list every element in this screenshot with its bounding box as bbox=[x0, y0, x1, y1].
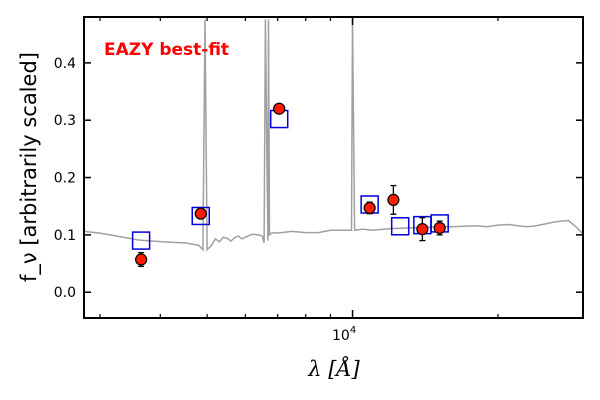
observed-photometry-markers bbox=[135, 102, 446, 268]
x-tick-label-major: 104 bbox=[332, 325, 356, 344]
observed-flux-point bbox=[363, 201, 376, 215]
observed-flux-point bbox=[194, 207, 207, 220]
y-tick-label: 0.0 bbox=[54, 285, 76, 301]
observed-flux-point bbox=[273, 102, 286, 115]
model-spectrum-line bbox=[84, 19, 583, 252]
synthetic-flux-square bbox=[191, 206, 210, 226]
observed-flux-point bbox=[433, 221, 446, 235]
y-axis-label: f_ν [arbitrarily scaled] bbox=[17, 52, 42, 282]
annotation-label: EAZY best-fit bbox=[104, 40, 229, 60]
synthetic-flux-square bbox=[131, 231, 151, 250]
axis-ticks: 0.0 0.1 0.2 0.3 0.4 bbox=[54, 17, 583, 318]
y-tick-label: 0.2 bbox=[54, 171, 76, 187]
y-tick-label: 0.3 bbox=[54, 113, 76, 129]
plot-content bbox=[84, 19, 583, 268]
synthetic-flux-square bbox=[390, 217, 410, 236]
y-tick-label: 0.1 bbox=[54, 228, 76, 244]
y-tick-label: 0.4 bbox=[54, 56, 76, 72]
plot-frame bbox=[83, 16, 584, 319]
observed-flux-point bbox=[135, 253, 148, 266]
model-spectrum bbox=[84, 19, 583, 252]
observed-flux-point bbox=[387, 193, 400, 206]
plot-area bbox=[84, 17, 583, 318]
x-axis-label: λ [Å] bbox=[307, 356, 360, 381]
observed-flux-point bbox=[416, 223, 429, 236]
